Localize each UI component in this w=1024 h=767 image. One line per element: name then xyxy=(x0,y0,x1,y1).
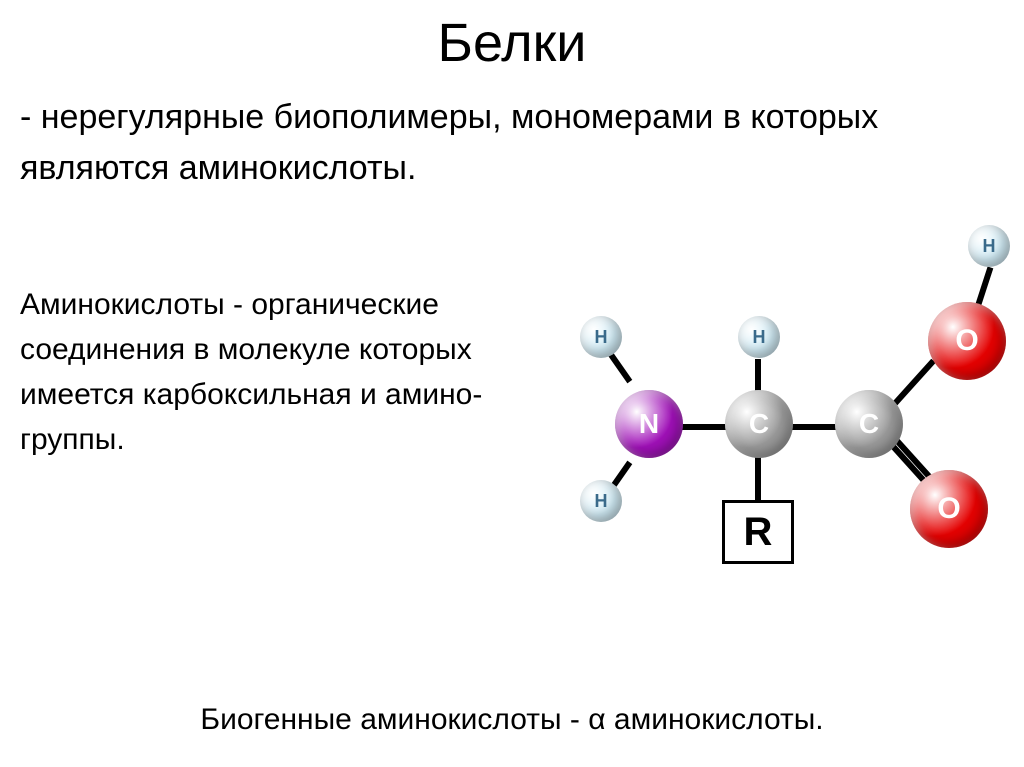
atom-H_nh2: H xyxy=(580,480,622,522)
atom-C_alpha: C xyxy=(725,390,793,458)
atom-O_dbl: O xyxy=(910,470,988,548)
atom-H_ch: H xyxy=(738,316,780,358)
definition-secondary: Аминокислоты - органические соединения в… xyxy=(20,282,520,462)
r-group-box: R xyxy=(722,500,794,564)
atom-O_oh: O xyxy=(928,302,1006,380)
amino-acid-molecule-diagram: HOHHNCCHOR xyxy=(540,220,1010,640)
bottom-caption: Биогенные аминокислоты - α аминокислоты. xyxy=(0,703,1024,737)
atom-C_carb: C xyxy=(835,390,903,458)
atom-H_top: H xyxy=(968,225,1010,267)
definition-primary: - нерегулярные биополимеры, мономерами в… xyxy=(0,74,1024,194)
page-title: Белки xyxy=(0,0,1024,74)
atom-N: N xyxy=(615,390,683,458)
atom-H_nh1: H xyxy=(580,316,622,358)
